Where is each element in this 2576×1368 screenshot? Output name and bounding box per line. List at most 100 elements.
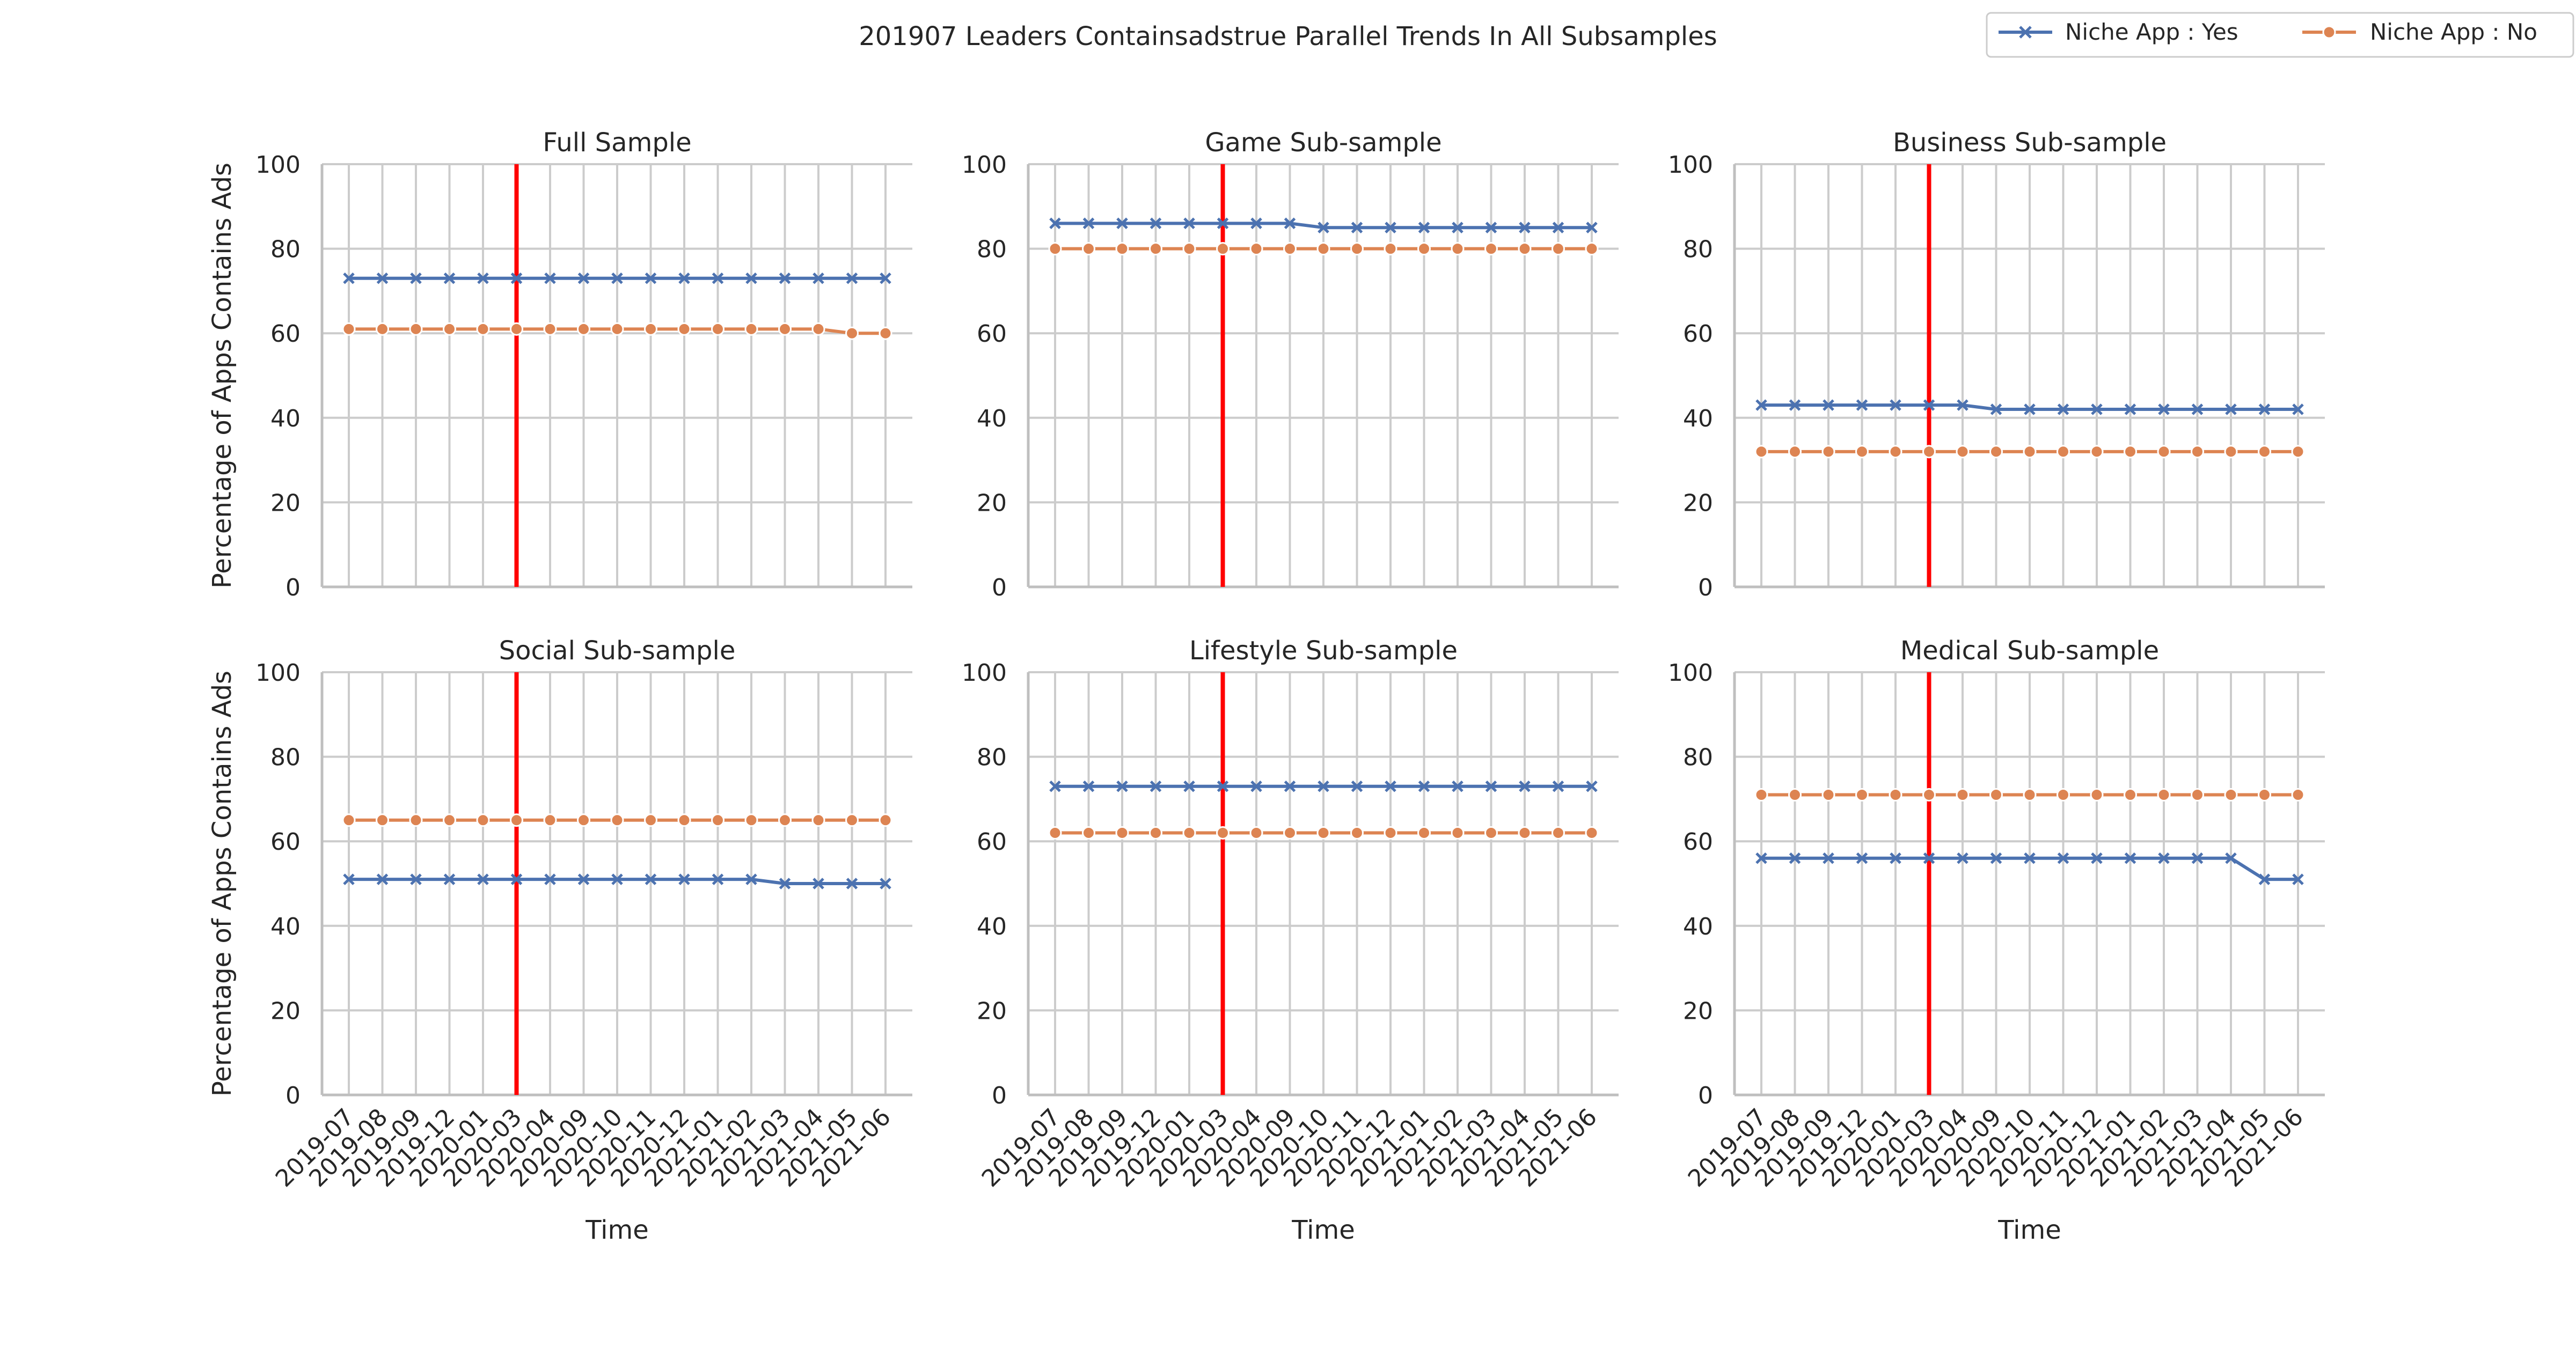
data-point-yes [1923, 852, 1935, 864]
data-point-no [342, 322, 356, 336]
data-point-no [1585, 826, 1599, 840]
data-point-yes [645, 272, 657, 284]
data-point-yes [1485, 222, 1497, 233]
data-point-no [677, 813, 691, 827]
x-marker-stroke [611, 272, 623, 284]
x-marker-stroke [1755, 399, 1767, 411]
figure-title: 201907 Leaders Containsadstrue Parallel … [859, 21, 1717, 52]
data-point-yes [1452, 780, 1463, 792]
data-point-no [510, 813, 523, 827]
x-marker-stroke [1351, 780, 1363, 792]
y-tick-label: 40 [1683, 913, 1713, 940]
data-point-no [1484, 242, 1498, 256]
x-marker-stroke [1150, 780, 1162, 792]
x-marker-stroke [1250, 217, 1262, 230]
x-marker-stroke [1049, 780, 1061, 792]
x-marker-stroke [1351, 222, 1363, 233]
data-point-no [443, 813, 456, 827]
x-marker-stroke [1250, 780, 1262, 792]
data-point-no [577, 322, 590, 336]
x-marker-stroke [1957, 852, 1968, 864]
y-tick-label: 0 [286, 574, 301, 601]
data-point-yes [2225, 852, 2237, 864]
data-point-no [1350, 242, 1364, 256]
data-point-yes [813, 878, 824, 889]
data-point-yes [1990, 403, 2002, 415]
x-marker-stroke [846, 272, 858, 284]
y-tick-label: 40 [977, 405, 1007, 432]
data-point-yes [343, 873, 355, 885]
x-marker-stroke [544, 272, 556, 284]
x-axis-label: Time [1291, 1215, 1355, 1245]
y-tick-label: 80 [977, 744, 1007, 771]
data-point-no [476, 813, 490, 827]
x-marker-stroke [712, 873, 724, 885]
data-point-no [1922, 445, 1936, 459]
data-point-no [2191, 788, 2204, 802]
y-tick-label: 100 [962, 659, 1007, 687]
data-point-yes [376, 873, 389, 885]
data-point-yes [2258, 873, 2271, 885]
data-point-no [845, 813, 859, 827]
x-axis-label: Time [1997, 1215, 2061, 1245]
data-point-yes [712, 272, 724, 284]
x-marker-stroke [1116, 217, 1128, 230]
y-tick-label: 40 [977, 913, 1007, 940]
x-marker-stroke [1284, 780, 1296, 792]
data-point-yes [1351, 780, 1363, 792]
data-point-yes [510, 873, 523, 885]
data-point-yes [1150, 780, 1162, 792]
x-marker-stroke [1082, 217, 1095, 230]
x-marker-stroke [343, 272, 355, 284]
y-tick-label: 100 [962, 151, 1007, 179]
data-point-no [1082, 242, 1095, 256]
data-point-yes [443, 272, 456, 284]
data-point-yes [2024, 852, 2036, 864]
x-marker-stroke [2258, 873, 2271, 885]
x-marker-stroke [678, 873, 690, 885]
y-tick-label: 100 [1668, 151, 1713, 179]
data-point-yes [1586, 222, 1598, 233]
data-point-no [711, 322, 724, 336]
panel-lifestyle-sub-sample: 0204060801002019-072019-082019-092019-12… [962, 636, 1619, 1245]
data-point-yes [611, 873, 623, 885]
x-marker-stroke [1485, 222, 1497, 233]
panel-business-sub-sample: 0 20 40 60 80 100 Business Sub-sample [1668, 128, 2325, 601]
data-point-no [644, 813, 657, 827]
x-marker-stroke [2024, 403, 2036, 415]
data-point-no [744, 813, 758, 827]
x-marker-stroke [1082, 780, 1095, 792]
data-point-yes [1183, 217, 1195, 230]
data-point-yes [779, 878, 791, 889]
x-marker-stroke [1755, 852, 1767, 864]
data-point-no [2191, 445, 2204, 459]
data-point-yes [410, 272, 422, 284]
panel-title: Game Sub-sample [1205, 128, 1441, 158]
data-point-no [1552, 242, 1565, 256]
data-point-yes [611, 272, 623, 284]
data-point-no [1552, 826, 1565, 840]
data-point-yes [880, 272, 891, 284]
x-marker-stroke [1385, 222, 1396, 233]
data-point-yes [1116, 217, 1128, 230]
data-point-no [2291, 788, 2305, 802]
panels-area: 0 20 40 60 80 100 Percentage of Apps Contains … [207, 128, 2325, 1245]
x-marker-stroke [1957, 399, 1968, 411]
y-tick-label: 80 [1683, 236, 1713, 263]
y-tick-label: 100 [255, 151, 301, 179]
data-point-yes [813, 272, 824, 284]
data-point-no [443, 322, 456, 336]
data-point-no [1855, 788, 1869, 802]
x-marker-stroke [645, 873, 657, 885]
data-point-no [510, 322, 523, 336]
data-point-yes [1452, 222, 1463, 233]
y-tick-label: 60 [1683, 320, 1713, 348]
data-point-no [1821, 788, 1835, 802]
data-point-yes [1552, 780, 1564, 792]
data-point-no [2090, 445, 2104, 459]
data-point-yes [2024, 403, 2036, 415]
data-point-no [1417, 242, 1431, 256]
x-axis-label: Time [585, 1215, 648, 1245]
y-tick-label: 0 [992, 1082, 1007, 1109]
x-marker-stroke [813, 272, 824, 284]
